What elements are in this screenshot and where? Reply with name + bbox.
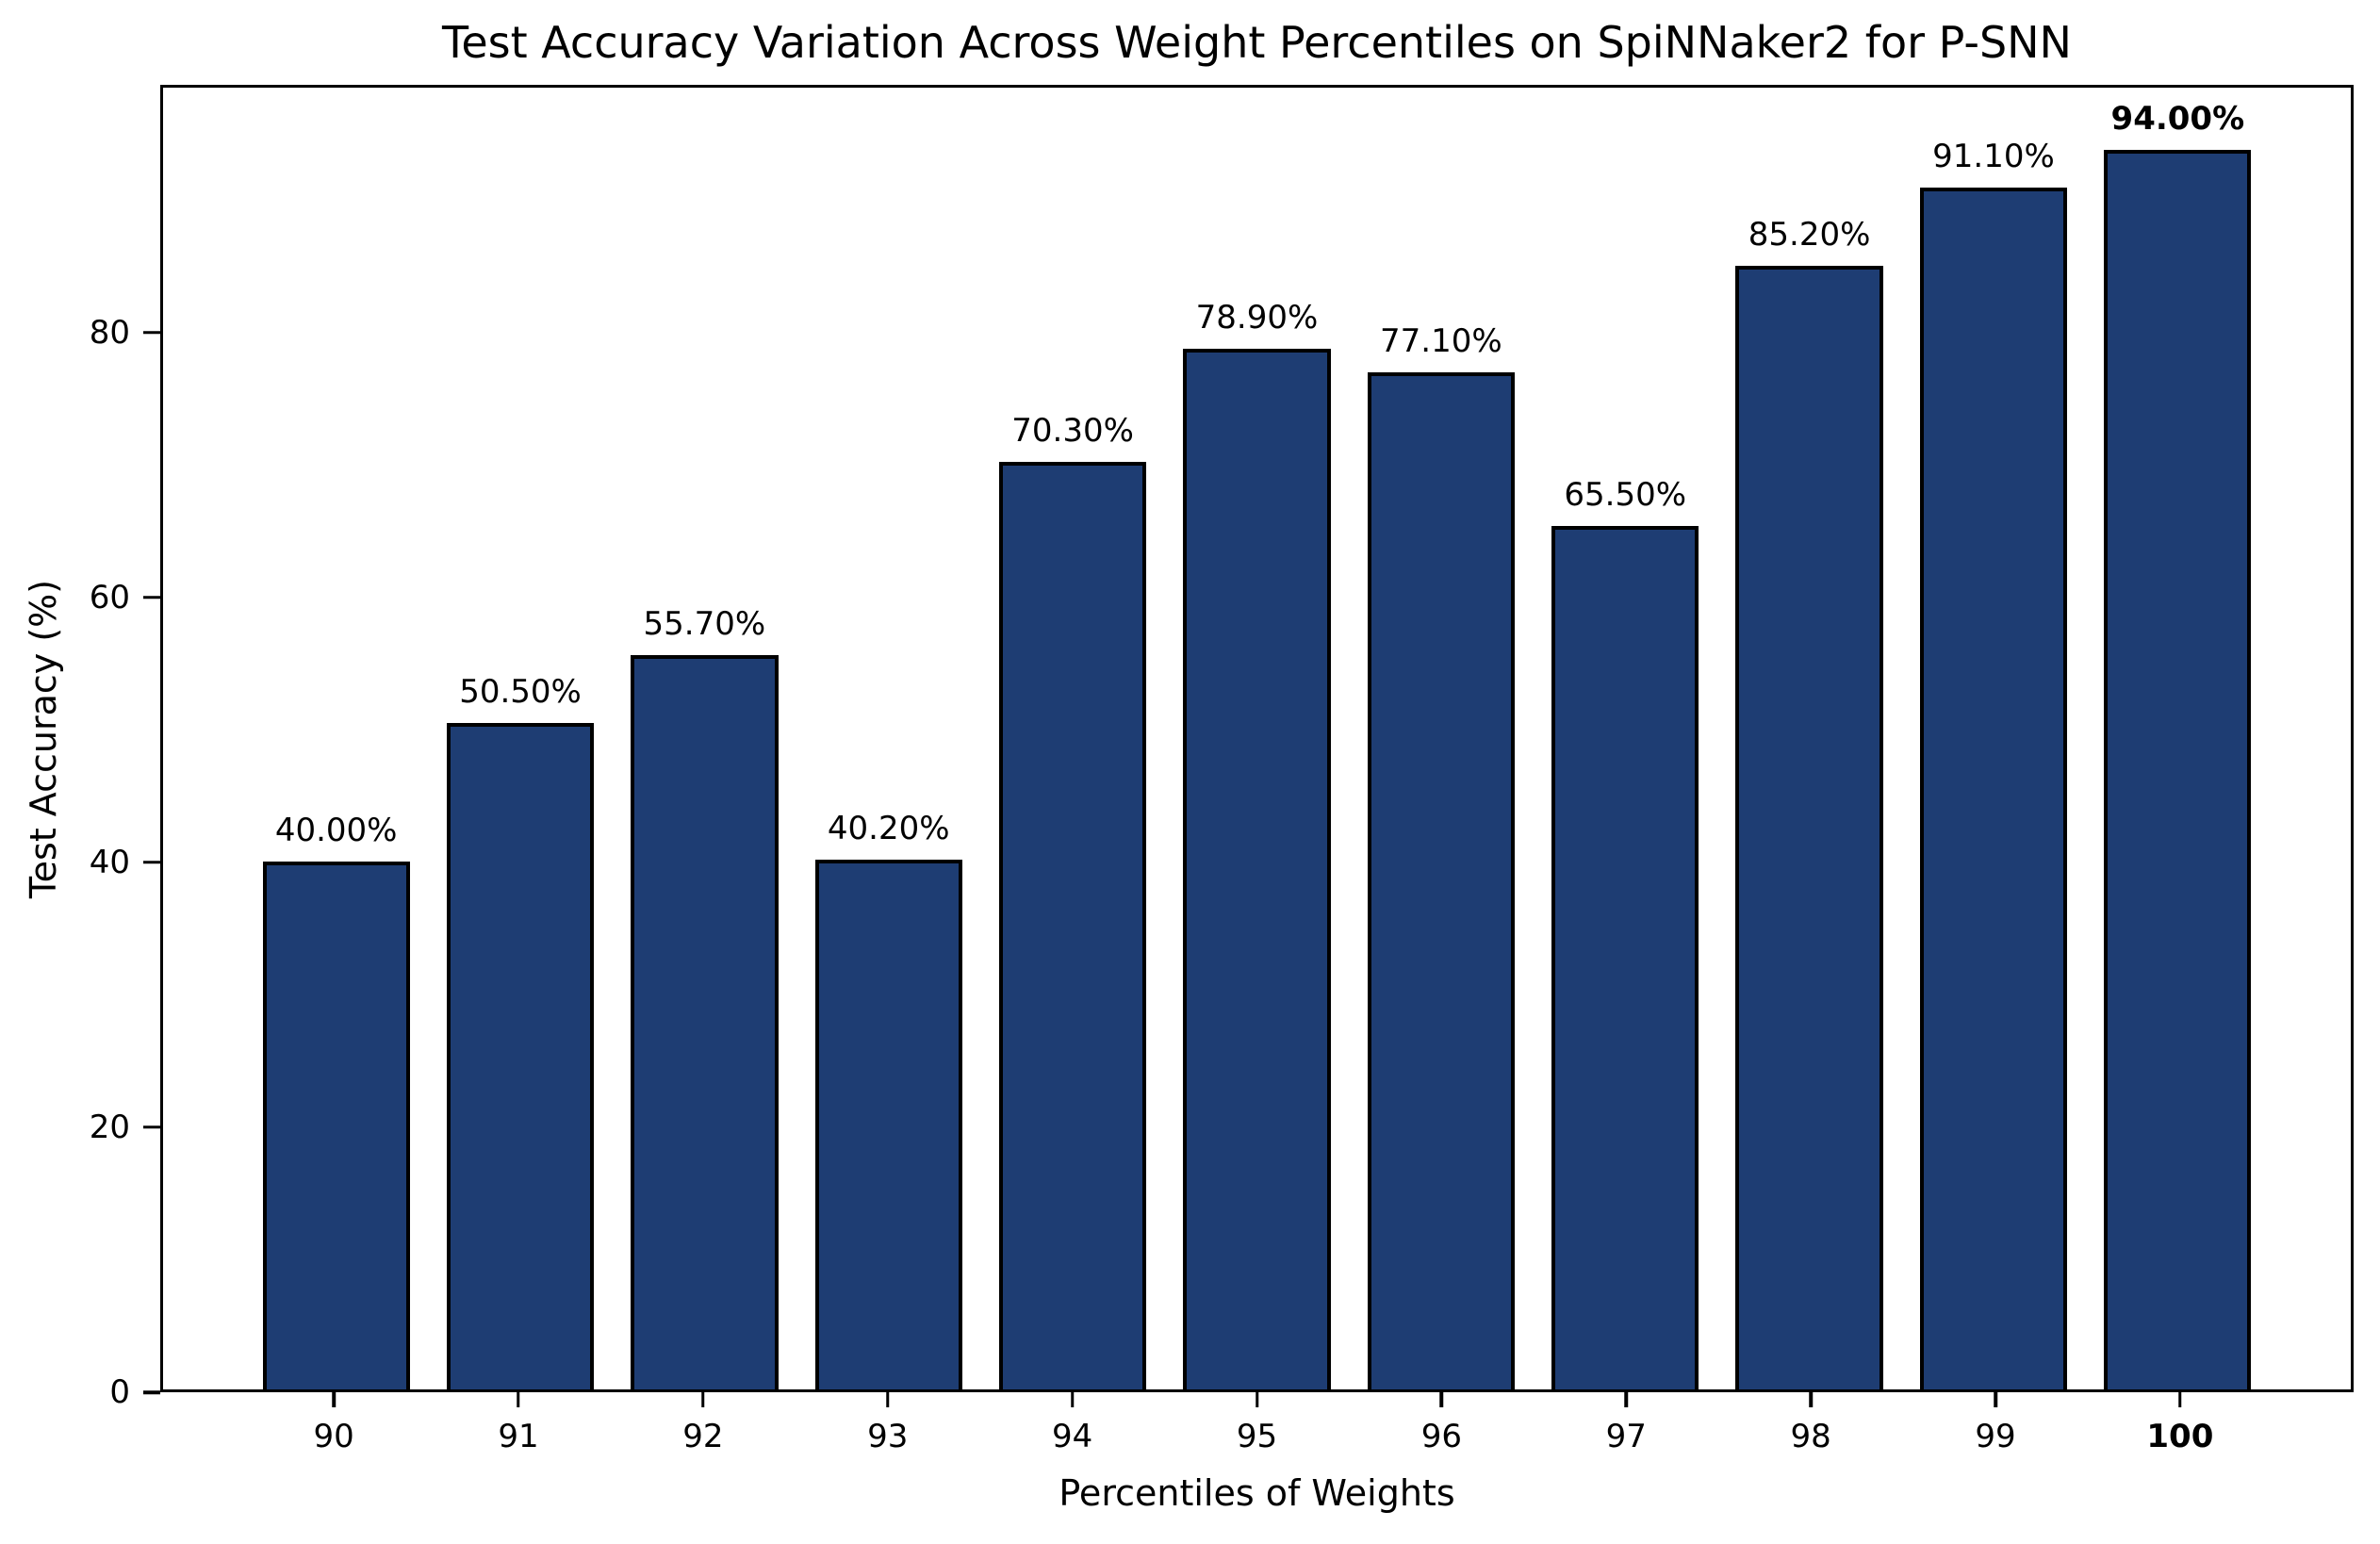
x-tick-label: 92: [682, 1418, 724, 1455]
x-tick-label: 91: [498, 1418, 539, 1455]
y-tick: [143, 331, 160, 335]
bar: [1735, 265, 1883, 1389]
x-tick: [701, 1392, 705, 1407]
bar: [631, 654, 779, 1389]
x-tick-label: 97: [1605, 1418, 1647, 1455]
bar-value-label: 55.70%: [643, 604, 766, 643]
x-tick: [1994, 1392, 1997, 1407]
y-tick: [143, 596, 160, 600]
y-tick-label: 20: [89, 1108, 130, 1146]
x-tick-label: 98: [1790, 1418, 1831, 1455]
bar: [1183, 349, 1331, 1389]
x-tick-label: 95: [1236, 1418, 1278, 1455]
bar: [814, 859, 962, 1389]
y-axis-label: Test Accuracy (%): [23, 579, 64, 899]
bar: [1551, 525, 1699, 1389]
bar-value-label: 50.50%: [459, 673, 582, 712]
y-tick-label: 60: [89, 578, 130, 616]
x-tick: [1809, 1392, 1813, 1407]
y-tick-label: 0: [109, 1373, 130, 1411]
x-tick: [332, 1392, 336, 1407]
x-tick: [1255, 1392, 1259, 1407]
x-tick-label: 90: [313, 1418, 354, 1455]
x-tick: [517, 1392, 520, 1407]
bar: [1919, 188, 2068, 1389]
x-axis: 90 91 92 93 94 95 96 97 98 99 100: [160, 1392, 2354, 1468]
y-tick: [143, 1390, 160, 1394]
bar-value-label: 85.20%: [1748, 215, 1871, 254]
x-tick-label: 96: [1420, 1418, 1463, 1455]
y-tick: [143, 861, 160, 864]
x-tick: [1439, 1392, 1444, 1407]
y-tick: [143, 1125, 160, 1129]
x-tick-label: 93: [867, 1418, 909, 1455]
bar-value-label: 65.50%: [1564, 475, 1687, 514]
plot-area: 40.00% 50.50% 55.70% 40.20% 70.30% 78.90% 77.1…: [160, 85, 2354, 1392]
x-tick: [1624, 1392, 1628, 1407]
bar-value-label: 40.00%: [274, 812, 398, 850]
x-axis-label: Percentiles of Weights: [1059, 1472, 1455, 1514]
bar: [446, 723, 595, 1389]
bar: [262, 862, 410, 1389]
x-tick-label: 100: [2146, 1418, 2214, 1455]
y-axis: 0 20 40 60 80: [0, 85, 160, 1408]
bar: [1367, 372, 1515, 1389]
x-tick: [885, 1392, 890, 1407]
chart-title: Test Accuracy Variation Across Weight Pe…: [442, 17, 2072, 68]
x-tick: [1070, 1392, 1075, 1407]
bar-value-label: 78.90%: [1195, 299, 1319, 337]
x-tick-label: 99: [1975, 1418, 2016, 1455]
x-tick-label: 94: [1051, 1418, 1093, 1455]
y-tick-label: 40: [89, 843, 130, 881]
bar-value-label: 94.00%: [2110, 99, 2245, 138]
bar-value-label: 91.10%: [1932, 138, 2055, 176]
bar: [998, 462, 1147, 1389]
bar-value-label: 70.30%: [1011, 412, 1134, 451]
bar-value-label: 40.20%: [827, 809, 950, 847]
x-tick: [2178, 1392, 2182, 1407]
bar: [2104, 149, 2252, 1389]
y-tick-label: 80: [89, 313, 130, 352]
bar-value-label: 77.10%: [1380, 322, 1502, 361]
